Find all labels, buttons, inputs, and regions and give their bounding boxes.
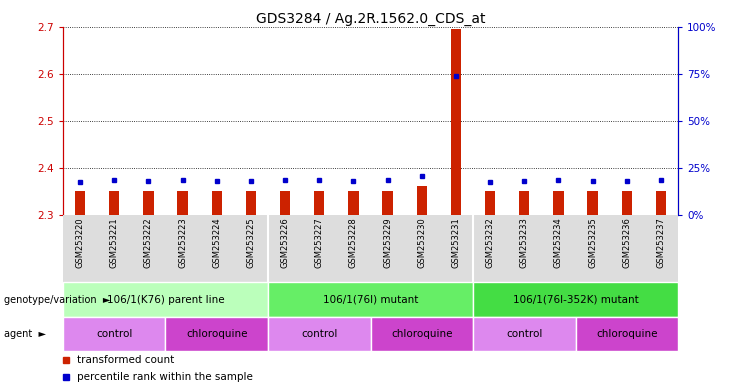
Bar bbox=[588, 190, 598, 215]
Bar bbox=[75, 190, 85, 215]
Text: GSM253227: GSM253227 bbox=[315, 217, 324, 268]
Bar bbox=[314, 190, 325, 215]
Text: chloroquine: chloroquine bbox=[186, 329, 247, 339]
Text: GSM253221: GSM253221 bbox=[110, 217, 119, 268]
Text: control: control bbox=[506, 329, 542, 339]
Text: GSM253224: GSM253224 bbox=[212, 217, 222, 268]
Text: chloroquine: chloroquine bbox=[391, 329, 453, 339]
Text: GSM253222: GSM253222 bbox=[144, 217, 153, 268]
Title: GDS3284 / Ag.2R.1562.0_CDS_at: GDS3284 / Ag.2R.1562.0_CDS_at bbox=[256, 12, 485, 26]
Bar bbox=[554, 190, 564, 215]
Text: GSM253220: GSM253220 bbox=[76, 217, 84, 268]
Bar bbox=[165, 317, 268, 351]
Bar bbox=[519, 190, 529, 215]
Text: GSM253230: GSM253230 bbox=[417, 217, 426, 268]
Bar bbox=[212, 190, 222, 215]
Text: GSM253236: GSM253236 bbox=[622, 217, 631, 268]
Bar bbox=[280, 190, 290, 215]
Text: GSM253223: GSM253223 bbox=[178, 217, 187, 268]
Text: GSM253231: GSM253231 bbox=[451, 217, 460, 268]
Text: 106/1(K76) parent line: 106/1(K76) parent line bbox=[107, 295, 225, 305]
Bar bbox=[656, 190, 666, 215]
Text: genotype/variation  ►: genotype/variation ► bbox=[4, 295, 110, 305]
Text: GSM253225: GSM253225 bbox=[247, 217, 256, 268]
Text: 106/1(76I) mutant: 106/1(76I) mutant bbox=[323, 295, 418, 305]
Text: GSM253232: GSM253232 bbox=[485, 217, 494, 268]
Bar bbox=[473, 282, 678, 317]
Bar bbox=[63, 282, 268, 317]
Bar bbox=[246, 190, 256, 215]
Bar bbox=[177, 190, 187, 215]
Bar bbox=[143, 190, 153, 215]
Bar bbox=[416, 186, 427, 215]
Text: control: control bbox=[96, 329, 133, 339]
Bar bbox=[268, 317, 370, 351]
Text: GSM253237: GSM253237 bbox=[657, 217, 665, 268]
Bar bbox=[382, 190, 393, 215]
Text: GSM253235: GSM253235 bbox=[588, 217, 597, 268]
Bar bbox=[348, 190, 359, 215]
Bar bbox=[451, 29, 461, 215]
Text: GSM253228: GSM253228 bbox=[349, 217, 358, 268]
Text: GSM253229: GSM253229 bbox=[383, 217, 392, 268]
Text: GSM253234: GSM253234 bbox=[554, 217, 563, 268]
Bar bbox=[576, 317, 678, 351]
Bar bbox=[63, 317, 165, 351]
Text: transformed count: transformed count bbox=[76, 356, 174, 366]
Bar bbox=[109, 190, 119, 215]
Text: GSM253226: GSM253226 bbox=[281, 217, 290, 268]
Bar bbox=[473, 317, 576, 351]
Text: agent  ►: agent ► bbox=[4, 329, 46, 339]
Text: control: control bbox=[301, 329, 337, 339]
Text: chloroquine: chloroquine bbox=[596, 329, 657, 339]
Text: percentile rank within the sample: percentile rank within the sample bbox=[76, 372, 253, 382]
Text: 106/1(76I-352K) mutant: 106/1(76I-352K) mutant bbox=[513, 295, 639, 305]
Text: GSM253233: GSM253233 bbox=[519, 217, 529, 268]
Bar bbox=[485, 190, 495, 215]
Bar bbox=[370, 317, 473, 351]
Bar bbox=[622, 190, 632, 215]
Bar bbox=[268, 282, 473, 317]
